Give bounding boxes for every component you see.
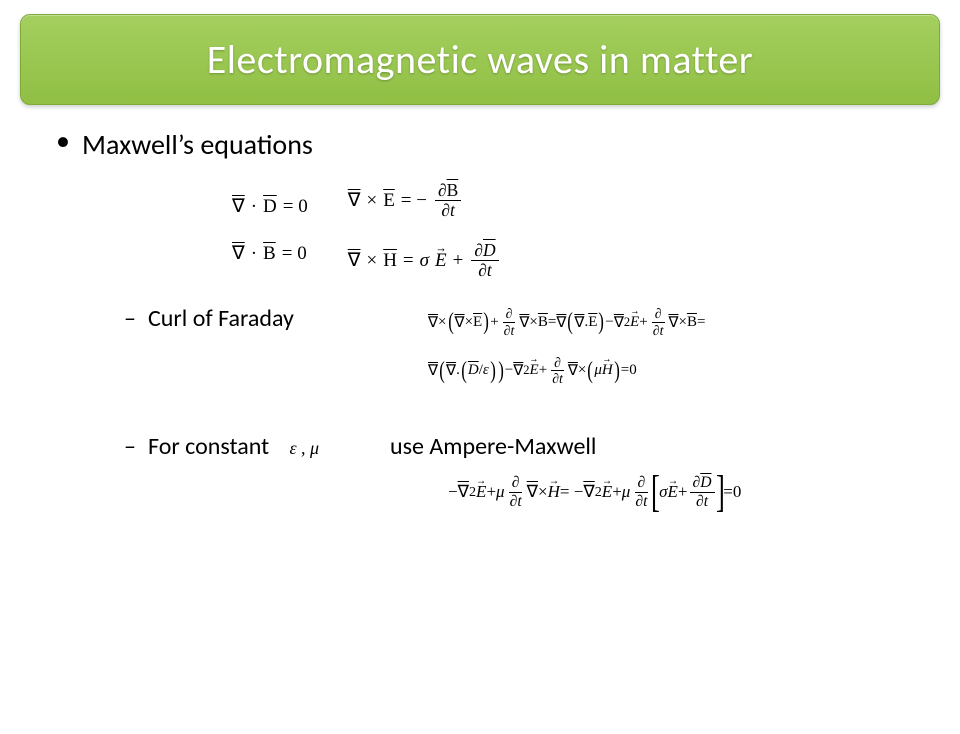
ampere-maxwell-equation: −∇2E+μ ∂∂t∇×H= −∇2E+μ ∂∂t [σE+ ∂D∂t ]=0 xyxy=(448,475,906,509)
maxwell-right-col: ∇×E = − ∂B∂t ∇×H = σE + ∂D∂t xyxy=(348,182,501,280)
curl-faraday-equations: ∇×(∇×E)+ ∂∂t∇×B= ∇(∇.E)−∇2E+ ∂∂t∇×B= ∇(∇… xyxy=(428,307,906,386)
maxwell-left-col: ∇·D = 0 ∇·B = 0 xyxy=(232,195,308,266)
curl-faraday-line2: ∇(∇.(D/ε))−∇2E+ ∂∂t∇×(μH)=0 xyxy=(428,356,906,387)
l2-item-constant: For constant ε , μ use Ampere-Maxwell −∇… xyxy=(124,432,906,509)
slide-content: Maxwell’s equations ∇·D = 0 ∇·B = 0 ∇×E … xyxy=(0,105,960,509)
bullet-list-l1: Maxwell’s equations ∇·D = 0 ∇·B = 0 ∇×E … xyxy=(54,127,906,509)
l2-item1-text: Curl of Faraday xyxy=(148,304,294,333)
eq-div-D: ∇·D = 0 xyxy=(232,195,308,220)
epsilon-mu-symbols: ε , μ xyxy=(285,438,323,458)
l2-item-curl-faraday: Curl of Faraday ∇×(∇×E)+ ∂∂t∇×B= ∇(∇.E)−… xyxy=(124,304,906,386)
bullet-list-l2: Curl of Faraday ∇×(∇×E)+ ∂∂t∇×B= ∇(∇.E)−… xyxy=(82,304,906,509)
maxwell-equations-block: ∇·D = 0 ∇·B = 0 ∇×E = − ∂B∂t ∇×H = σE + … xyxy=(232,182,906,280)
curl-faraday-line1: ∇×(∇×E)+ ∂∂t∇×B= ∇(∇.E)−∇2E+ ∂∂t∇×B= xyxy=(428,307,906,338)
symbols-gap: ε , μ xyxy=(275,432,385,461)
eq-curl-E: ∇×E = − ∂B∂t xyxy=(348,182,501,220)
l2-item2-post: use Ampere-Maxwell xyxy=(390,432,596,461)
l1-item-text: Maxwell’s equations xyxy=(82,127,313,162)
l2-item2-pre: For constant xyxy=(148,432,269,461)
eq-div-B: ∇·B = 0 xyxy=(232,242,308,267)
eq-curl-H: ∇×H = σE + ∂D∂t xyxy=(348,242,501,280)
slide-title-bar: Electromagnetic waves in matter xyxy=(20,14,940,105)
slide-title: Electromagnetic waves in matter xyxy=(45,35,915,84)
l1-item-maxwell: Maxwell’s equations ∇·D = 0 ∇·B = 0 ∇×E … xyxy=(54,127,906,509)
